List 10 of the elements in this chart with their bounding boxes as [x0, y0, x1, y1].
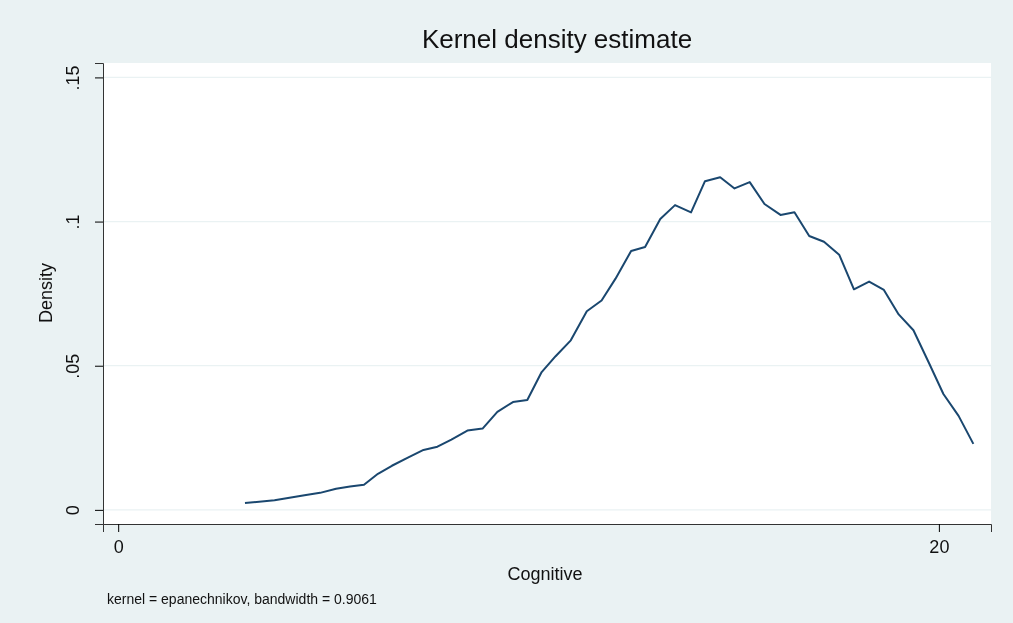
y-tick-label: .15 [63, 65, 84, 91]
x-axis-title: Cognitive [507, 564, 583, 584]
y-axis-title: Density [36, 262, 56, 324]
y-tick-label: 0 [63, 505, 84, 516]
text: kernel = epanechnikov, bandwidth = 0.9061 [107, 591, 378, 607]
chart-title: Kernel density estimate [421, 24, 693, 54]
x-tick-label: 20 [929, 536, 950, 557]
y-tick-label: .05 [63, 353, 84, 379]
line-series [243, 176, 975, 504]
y-tick-label: .1 [63, 214, 84, 230]
